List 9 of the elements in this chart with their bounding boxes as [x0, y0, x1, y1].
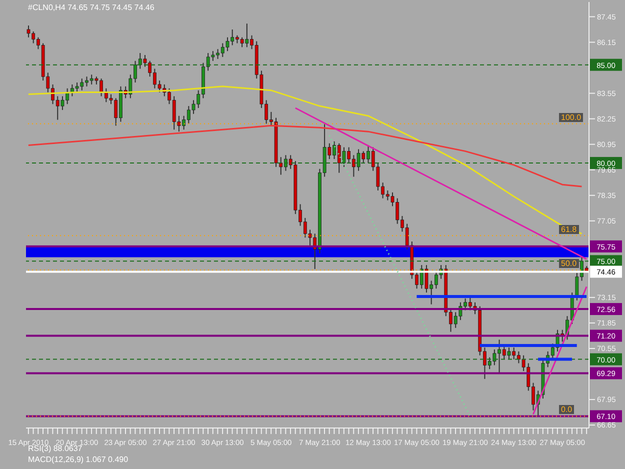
annotation: 50.0	[559, 258, 579, 268]
annotation: 61.8	[559, 224, 579, 234]
text: MACD(12,26,9) 1.067 0.490	[28, 455, 128, 464]
line-series	[28, 86, 582, 234]
text: RSI(3) 88.0637	[28, 444, 82, 453]
line-series	[28, 124, 582, 188]
annotation: 0.0	[559, 405, 574, 414]
annotation: 100.0	[559, 112, 584, 122]
chart-title: #CLN0,H4 74.65 74.75 74.45 74.46	[28, 3, 154, 12]
